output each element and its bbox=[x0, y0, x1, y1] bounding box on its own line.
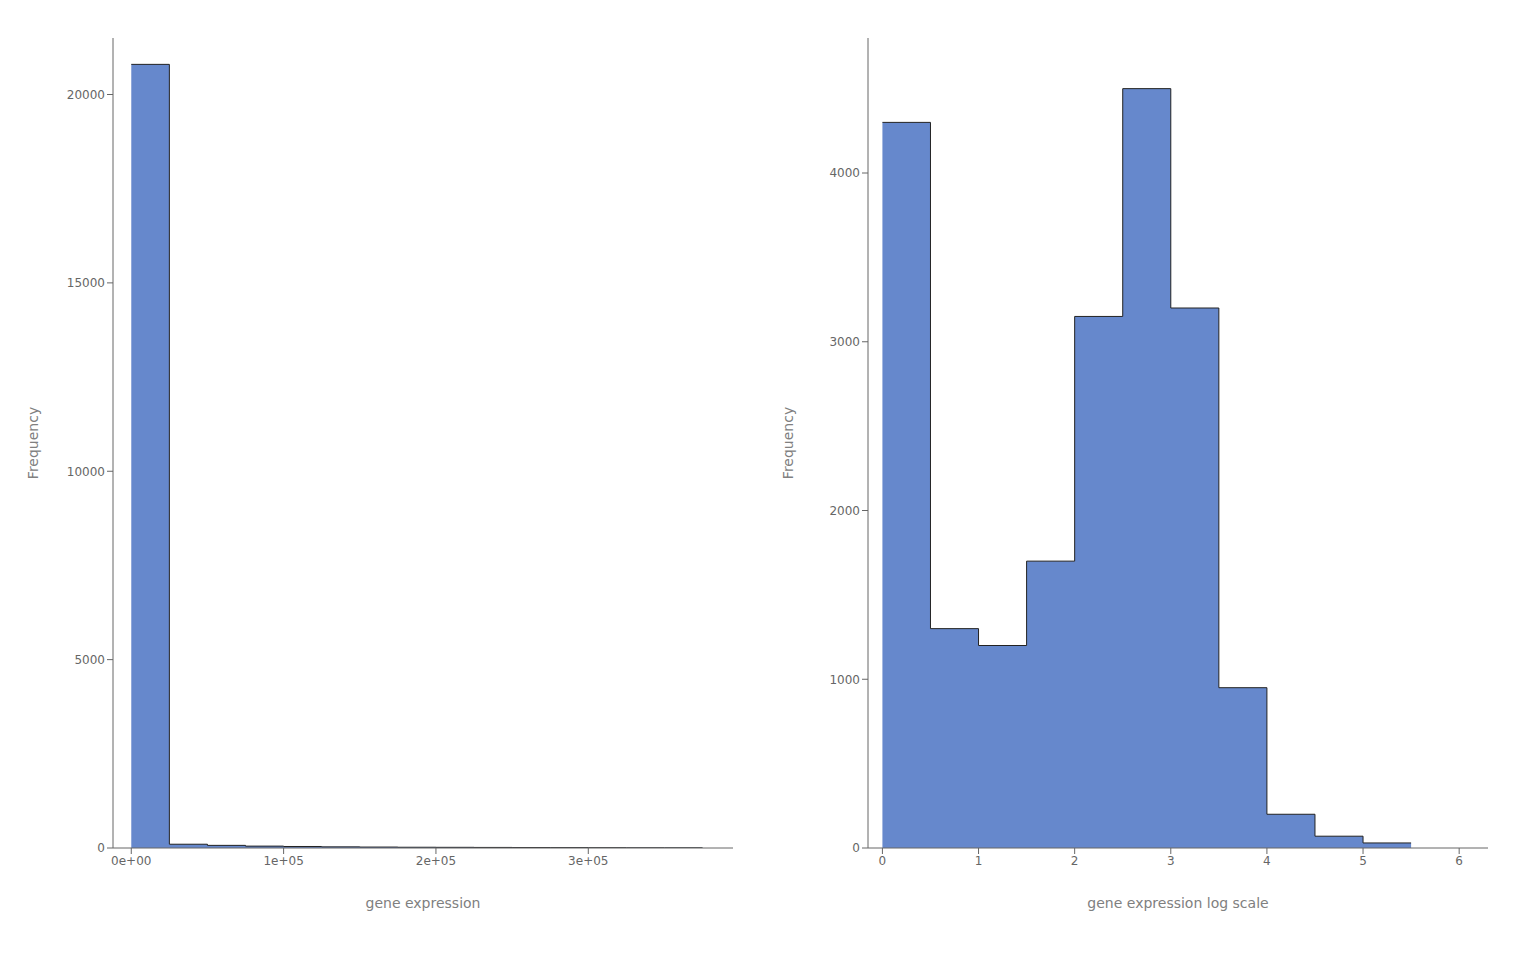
svg-text:10000: 10000 bbox=[67, 465, 105, 479]
svg-text:5000: 5000 bbox=[74, 653, 105, 667]
svg-text:2e+05: 2e+05 bbox=[416, 854, 456, 868]
svg-text:gene expression: gene expression bbox=[366, 895, 481, 911]
svg-text:4: 4 bbox=[1263, 854, 1271, 868]
svg-text:2: 2 bbox=[1071, 854, 1079, 868]
svg-text:3000: 3000 bbox=[829, 335, 860, 349]
svg-text:3: 3 bbox=[1167, 854, 1175, 868]
svg-text:0: 0 bbox=[97, 841, 105, 855]
svg-text:0e+00: 0e+00 bbox=[111, 854, 151, 868]
svg-text:1: 1 bbox=[975, 854, 983, 868]
svg-text:15000: 15000 bbox=[67, 276, 105, 290]
svg-text:5: 5 bbox=[1359, 854, 1367, 868]
svg-text:1000: 1000 bbox=[829, 673, 860, 687]
svg-text:3e+05: 3e+05 bbox=[568, 854, 608, 868]
svg-text:0: 0 bbox=[879, 854, 887, 868]
svg-text:Frequency: Frequency bbox=[25, 407, 41, 479]
svg-text:0: 0 bbox=[852, 841, 860, 855]
svg-text:4000: 4000 bbox=[829, 166, 860, 180]
svg-text:gene expression log scale: gene expression log scale bbox=[1087, 895, 1268, 911]
svg-text:Frequency: Frequency bbox=[780, 407, 796, 479]
svg-text:1e+05: 1e+05 bbox=[263, 854, 303, 868]
svg-text:20000: 20000 bbox=[67, 88, 105, 102]
svg-text:2000: 2000 bbox=[829, 504, 860, 518]
svg-text:6: 6 bbox=[1455, 854, 1463, 868]
